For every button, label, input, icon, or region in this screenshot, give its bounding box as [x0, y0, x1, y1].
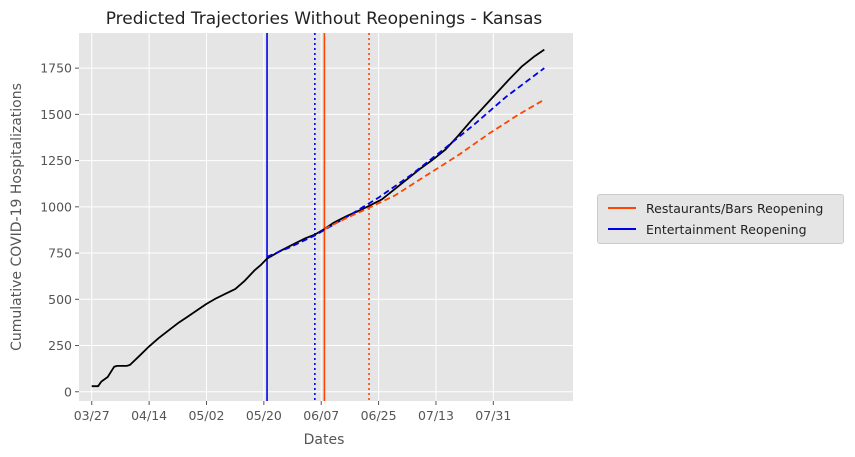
x-tick-label: 05/02 [188, 408, 224, 423]
y-ticks: 0 250 500 750 1000 1250 1500 1750 [40, 61, 79, 399]
series-line-0 [91, 48, 545, 388]
x-tick-label: 07/13 [418, 408, 454, 423]
y-axis-label: Cumulative COVID-19 Hospitalizations [9, 83, 25, 351]
x-tick-label: 06/25 [361, 408, 397, 423]
gridlines [79, 33, 573, 401]
y-tick-label: 1500 [40, 107, 72, 122]
y-tick-label: 1000 [40, 199, 72, 214]
legend-label-restaurants: Restaurants/Bars Reopening [646, 200, 824, 216]
x-axis-label: Dates [304, 432, 345, 448]
data-lines [91, 33, 545, 401]
legend-swatch-entertainment [608, 228, 636, 230]
y-tick-label: 1250 [40, 153, 72, 168]
legend-item-restaurants: Restaurants/Bars Reopening [608, 198, 823, 218]
legend-item-entertainment: Entertainment Reopening [608, 219, 807, 239]
x-tick-label: 06/07 [303, 408, 339, 423]
series-line-2 [323, 98, 545, 230]
y-tick-label: 0 [64, 384, 72, 399]
series-line-1 [266, 67, 545, 258]
plot-area [79, 33, 573, 401]
x-ticks: 03/27 04/14 05/02 05/20 06/07 06/25 07/13 07/31 [74, 401, 511, 423]
legend-swatch-restaurants [608, 207, 636, 209]
chart-title: Predicted Trajectories Without Reopening… [106, 9, 543, 29]
y-tick-label: 250 [48, 338, 72, 353]
x-tick-label: 04/14 [131, 408, 167, 423]
x-tick-label: 03/27 [74, 408, 110, 423]
legend: Restaurants/Bars Reopening Entertainment… [597, 194, 844, 244]
y-tick-label: 1750 [40, 61, 72, 76]
x-tick-label: 05/20 [246, 408, 282, 423]
y-tick-label: 500 [48, 292, 72, 307]
y-tick-label: 750 [48, 246, 72, 261]
legend-label-entertainment: Entertainment Reopening [646, 221, 807, 237]
x-tick-label: 07/31 [475, 408, 511, 423]
